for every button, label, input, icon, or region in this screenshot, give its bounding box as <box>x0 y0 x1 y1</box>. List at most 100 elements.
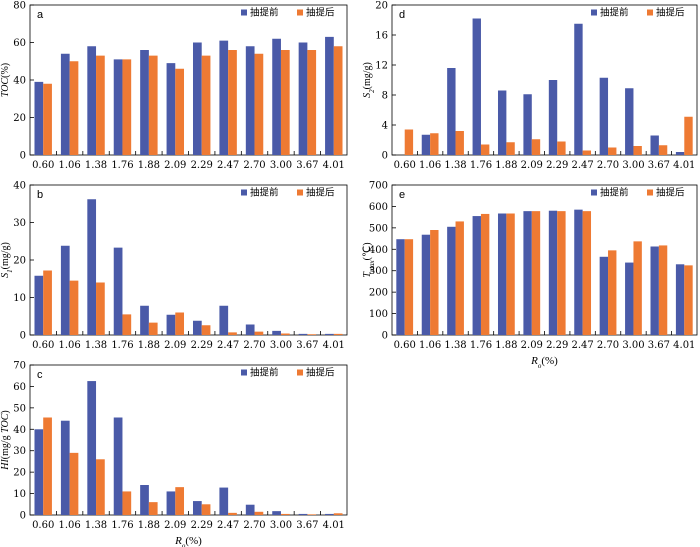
bar-before-1.38 <box>447 226 456 335</box>
bar-before-2.09 <box>166 314 176 335</box>
y-tick-label: 10 <box>13 293 26 304</box>
x-tick-label: 1.88 <box>495 340 517 351</box>
bar-after-4.01 <box>333 46 343 155</box>
y-tick-label: 0 <box>382 331 388 342</box>
bar-after-3.00 <box>280 333 290 335</box>
y-tick-label: 500 <box>369 223 388 234</box>
bar-before-4.01 <box>675 152 685 155</box>
x-tick-label: 4.01 <box>323 520 345 531</box>
bar-after-2.47 <box>228 512 237 515</box>
bar-before-1.38 <box>447 68 456 155</box>
x-tick-label: 2.47 <box>217 160 239 171</box>
x-tick-label: 3.67 <box>648 160 670 171</box>
bar-after-1.06 <box>430 133 439 155</box>
bar-before-1.06 <box>60 245 70 335</box>
bar-after-1.88 <box>148 322 158 336</box>
bar-after-1.06 <box>69 61 79 155</box>
y-tick-label: 0 <box>20 331 26 342</box>
bar-before-2.09 <box>523 94 532 155</box>
x-tick-label: 2.70 <box>597 160 619 171</box>
x-tick-label: 1.76 <box>111 340 133 351</box>
bar-after-2.29 <box>201 504 211 515</box>
bar-before-1.76 <box>113 247 123 336</box>
legend-swatch-before <box>591 9 597 16</box>
chart-panel-c: 0 10 20 30 40 50 60 70 0.60 1.06 1.38 1.76 1.88 2.09 2… <box>0 361 348 547</box>
bar-after-2.70 <box>254 331 264 336</box>
legend: 抽提前 抽提后 <box>241 367 335 379</box>
y-tick-label: 400 <box>369 245 388 256</box>
panel-label: c <box>37 369 43 381</box>
x-tick-label: 3.67 <box>296 160 318 171</box>
bar-after-2.47 <box>228 50 237 155</box>
legend-label-after: 抽提后 <box>306 7 335 19</box>
x-tick-label: 2.09 <box>521 160 543 171</box>
bar-before-1.88 <box>497 213 507 335</box>
legend-swatch-after <box>297 189 303 196</box>
bar-after-1.06 <box>430 230 439 335</box>
chart-panel-d: 0 4 8 12 16 20 0.60 1.06 1.38 1.76 1.88 2.09 2.29 2.4… <box>362 1 698 171</box>
y-axis-title: HI(mg/g TOC) <box>0 410 11 471</box>
x-tick-label: 1.06 <box>58 520 80 531</box>
x-tick-label: 1.38 <box>85 520 107 531</box>
bar-after-2.47 <box>582 211 592 335</box>
bar-after-2.70 <box>608 250 617 335</box>
bar-before-1.76 <box>113 417 123 515</box>
bar-before-2.47 <box>219 40 229 156</box>
y-tick-label: 8 <box>382 91 388 102</box>
panel-label: d <box>399 9 405 21</box>
bar-after-2.29 <box>557 211 566 335</box>
x-tick-label: 2.09 <box>164 340 186 351</box>
legend-swatch-before <box>241 189 247 196</box>
legend-label-after: 抽提后 <box>656 187 685 199</box>
x-tick-label: 4.01 <box>673 160 695 171</box>
bar-after-3.67 <box>658 145 668 155</box>
x-tick-label: 1.76 <box>111 520 133 531</box>
bar-before-3.67 <box>650 135 659 155</box>
x-tick-label: 1.38 <box>85 340 107 351</box>
bar-before-2.70 <box>245 324 255 335</box>
legend-swatch-after <box>647 189 653 196</box>
y-tick-label: 60 <box>13 38 26 49</box>
x-tick-label: 1.88 <box>138 340 160 351</box>
y-tick-label: 12 <box>375 61 388 72</box>
bar-after-4.01 <box>333 333 343 336</box>
y-tick-label: 300 <box>369 266 388 277</box>
bar-before-2.29 <box>548 80 558 155</box>
y-tick-label: 200 <box>369 288 388 299</box>
x-tick-label: 2.29 <box>191 340 213 351</box>
bar-after-1.88 <box>506 142 515 155</box>
bar-after-2.47 <box>228 332 237 336</box>
legend-label-after: 抽提后 <box>306 367 335 379</box>
y-tick-label: 10 <box>13 489 26 500</box>
bar-after-1.88 <box>148 502 158 515</box>
bar-before-3.00 <box>272 38 281 155</box>
x-tick-label: 1.38 <box>85 160 107 171</box>
x-axis-title: Ro(%) <box>174 535 202 547</box>
bar-before-1.88 <box>140 485 149 515</box>
y-tick-label: 50 <box>13 403 26 414</box>
bar-after-2.70 <box>254 511 264 515</box>
bar-before-1.76 <box>472 18 481 155</box>
bar-before-2.09 <box>166 491 176 515</box>
bar-before-2.47 <box>574 209 583 335</box>
bar-after-1.38 <box>96 459 105 515</box>
legend-label-before: 抽提前 <box>250 187 279 199</box>
bar-before-1.38 <box>87 46 97 155</box>
y-tick-label: 0 <box>382 151 388 162</box>
bar-before-4.01 <box>675 264 685 335</box>
bar-after-1.06 <box>69 452 79 515</box>
bar-after-1.76 <box>122 491 132 515</box>
legend-label-before: 抽提前 <box>600 7 629 19</box>
bar-after-2.70 <box>608 147 617 155</box>
x-tick-label: 2.70 <box>243 160 265 171</box>
bar-after-4.01 <box>684 265 693 335</box>
x-tick-label: 2.29 <box>191 520 213 531</box>
bar-after-1.76 <box>122 314 132 336</box>
bar-after-4.01 <box>333 513 343 515</box>
y-tick-label: 20 <box>13 113 26 124</box>
chart-panel-e: 0 100 200 300 400 500 600 700 0.60 1.06 1.38 1.76 1.… <box>362 181 698 370</box>
bar-before-3.67 <box>650 246 659 335</box>
y-tick-label: 0 <box>20 511 26 522</box>
bar-after-0.60 <box>404 239 414 335</box>
